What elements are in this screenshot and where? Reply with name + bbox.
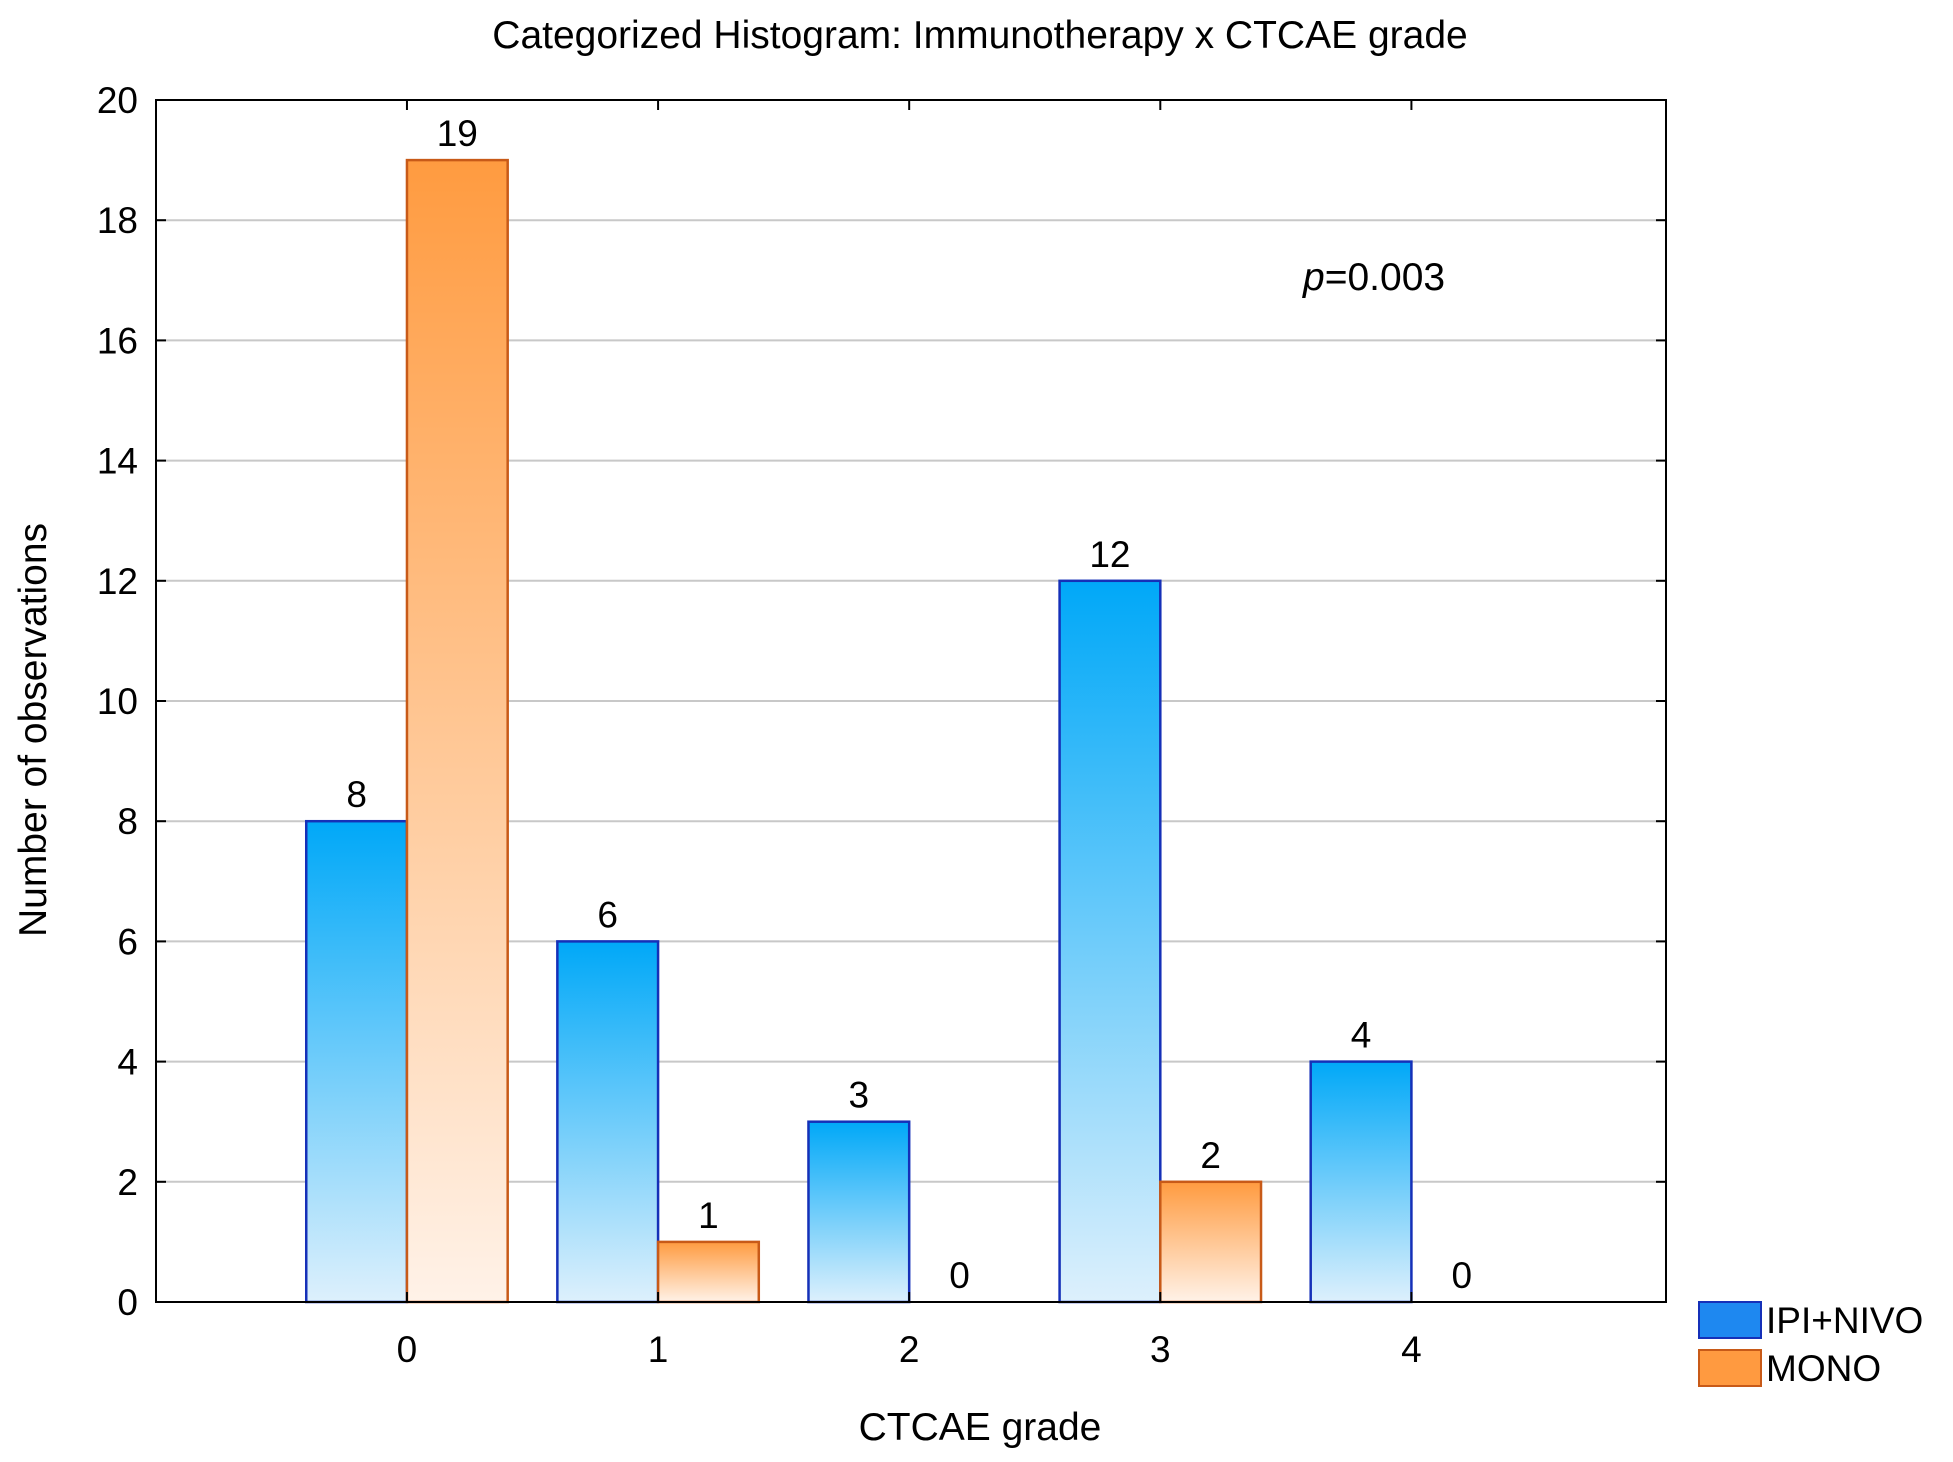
bar-ipi-nivo-grade-0 — [304, 819, 409, 1304]
p-value-annotation: p=0.003 — [1302, 256, 1445, 299]
bar-label-ipi-nivo-grade-0: 8 — [346, 774, 367, 815]
bar-label-mono-grade-2: 0 — [949, 1255, 970, 1296]
y-tick-label-8: 8 — [117, 801, 138, 842]
bar-label-mono-grade-3: 2 — [1200, 1135, 1221, 1176]
x-axis-title: CTCAE grade — [859, 1406, 1102, 1449]
chart-title: Categorized Histogram: Immunotherapy x C… — [492, 14, 1467, 57]
bar-mono-grade-0 — [405, 158, 509, 1304]
bar-label-mono-grade-1: 1 — [698, 1195, 719, 1236]
legend-swatch-ipi-nivo — [1698, 1301, 1762, 1339]
p-value-symbol: p — [1302, 256, 1325, 299]
bar-label-ipi-nivo-grade-3: 12 — [1089, 534, 1130, 575]
bar-ipi-nivo-grade-4 — [1309, 1060, 1413, 1304]
y-tick-label-4: 4 — [117, 1042, 138, 1083]
bar-label-ipi-nivo-grade-2: 3 — [849, 1075, 870, 1116]
p-value-text: =0.003 — [1325, 256, 1445, 299]
x-tick-label-0: 0 — [397, 1329, 418, 1370]
y-axis-title: Number of observations — [12, 523, 55, 937]
legend-label-mono: MONO — [1766, 1348, 1881, 1389]
bar-label-ipi-nivo-grade-4: 4 — [1351, 1015, 1372, 1056]
x-tick-label-2: 2 — [899, 1329, 920, 1370]
y-tick-label-6: 6 — [117, 921, 138, 962]
y-tick-label-2: 2 — [117, 1162, 138, 1203]
x-tick-label-1: 1 — [648, 1329, 669, 1370]
y-tick-label-10: 10 — [97, 681, 138, 722]
y-tick-label-18: 18 — [97, 200, 138, 241]
bar-label-ipi-nivo-grade-1: 6 — [597, 894, 618, 935]
bar-mono-grade-3 — [1159, 1180, 1263, 1304]
legend: IPI+NIVO MONO — [1698, 1300, 1923, 1389]
bar-label-mono-grade-4: 0 — [1451, 1255, 1472, 1296]
y-tick-label-14: 14 — [97, 441, 138, 482]
x-tick-label-4: 4 — [1401, 1329, 1422, 1370]
bar-ipi-nivo-grade-3 — [1058, 579, 1162, 1304]
y-tick-label-20: 20 — [97, 80, 138, 121]
legend-swatch-mono — [1698, 1349, 1762, 1387]
bars — [304, 158, 1413, 1304]
bar-mono-grade-1 — [656, 1240, 761, 1304]
y-tick-label-12: 12 — [97, 561, 138, 602]
legend-label-ipi-nivo: IPI+NIVO — [1766, 1300, 1923, 1341]
bar-ipi-nivo-grade-1 — [556, 940, 660, 1304]
y-tick-label-0: 0 — [117, 1282, 138, 1323]
bar-label-mono-grade-0: 19 — [437, 113, 478, 154]
y-tick-label-16: 16 — [97, 320, 138, 361]
bar-ipi-nivo-grade-2 — [807, 1120, 911, 1304]
x-tick-label-3: 3 — [1150, 1329, 1171, 1370]
